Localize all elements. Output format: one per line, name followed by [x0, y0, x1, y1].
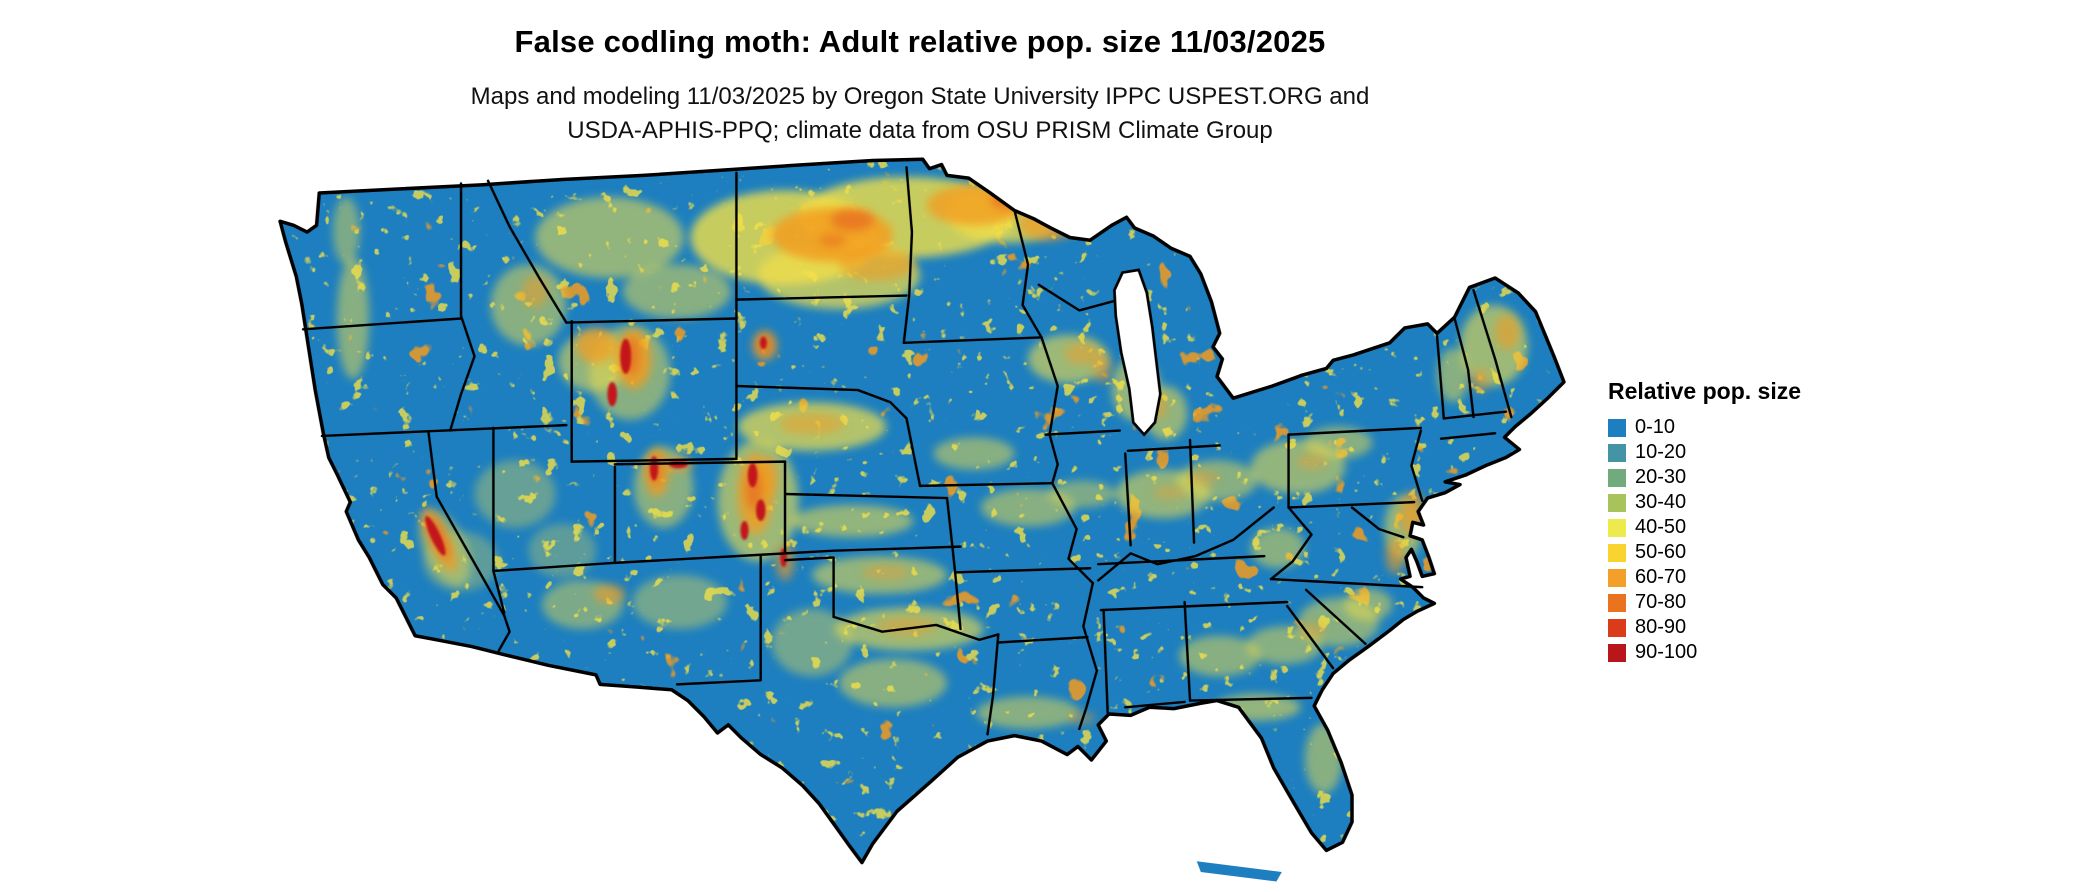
legend-swatch: [1608, 518, 1626, 537]
map-subtitle: Maps and modeling 11/03/2025 by Oregon S…: [270, 80, 1570, 147]
legend-item: 80-90: [1608, 615, 1801, 640]
legend-item: 10-20: [1608, 440, 1801, 465]
state-borders: [301, 166, 1513, 736]
legend-label: 50-60: [1635, 541, 1687, 563]
legend-swatch: [1608, 493, 1626, 512]
speckle-layer-orange: [280, 159, 1564, 863]
legend-item: 20-30: [1608, 465, 1801, 490]
legend-label: 20-30: [1635, 466, 1687, 488]
legend-swatch: [1608, 618, 1626, 637]
legend-title: Relative pop. size: [1608, 378, 1802, 404]
legend-item: 60-70: [1608, 565, 1801, 590]
legend-swatch: [1608, 568, 1626, 587]
legend-label: 0-10: [1635, 416, 1676, 438]
legend-label: 40-50: [1635, 516, 1687, 538]
legend-label: 70-80: [1635, 591, 1687, 613]
legend: Relative pop. size 0-10 10-20 20-30 30-40 40…: [1608, 378, 1801, 665]
legend-swatch: [1608, 468, 1626, 487]
raster-layers: [280, 159, 1564, 863]
legend-item: 40-50: [1608, 515, 1801, 540]
legend-item: 0-10: [1608, 415, 1801, 440]
map-container: [272, 156, 1568, 886]
legend-label: 30-40: [1635, 491, 1687, 513]
legend-item: 90-100: [1608, 640, 1801, 665]
florida-keys: [1196, 861, 1282, 882]
legend-swatch: [1608, 418, 1626, 437]
subtitle-line-1: Maps and modeling 11/03/2025 by Oregon S…: [470, 83, 1370, 110]
subtitle-line-2: USDA-APHIS-PPQ; climate data from OSU PR…: [567, 116, 1273, 144]
legend-item: 50-60: [1608, 540, 1801, 565]
country-border: [278, 157, 1566, 865]
legend-swatch: [1608, 543, 1626, 562]
legend-swatch: [1608, 593, 1626, 612]
lake-michigan: [1113, 268, 1162, 437]
legend-label: 80-90: [1635, 616, 1687, 638]
header: False codling moth: Adult relative pop. …: [270, 24, 1570, 147]
legend-label: 90-100: [1635, 641, 1698, 663]
hotspot-layer-red: [425, 336, 788, 567]
legend-swatch: [1608, 643, 1626, 662]
legend-label: 60-70: [1635, 566, 1687, 588]
legend-item: 70-80: [1608, 590, 1801, 615]
page-title: False codling moth: Adult relative pop. …: [514, 24, 1326, 59]
legend-items: 0-10 10-20 20-30 30-40 40-50 50-60 60-70 70-80 8…: [1608, 415, 1801, 665]
legend-swatch: [1608, 443, 1626, 462]
us-population-map: [278, 157, 1566, 882]
legend-label: 10-20: [1635, 441, 1687, 463]
legend-item: 30-40: [1608, 490, 1801, 515]
